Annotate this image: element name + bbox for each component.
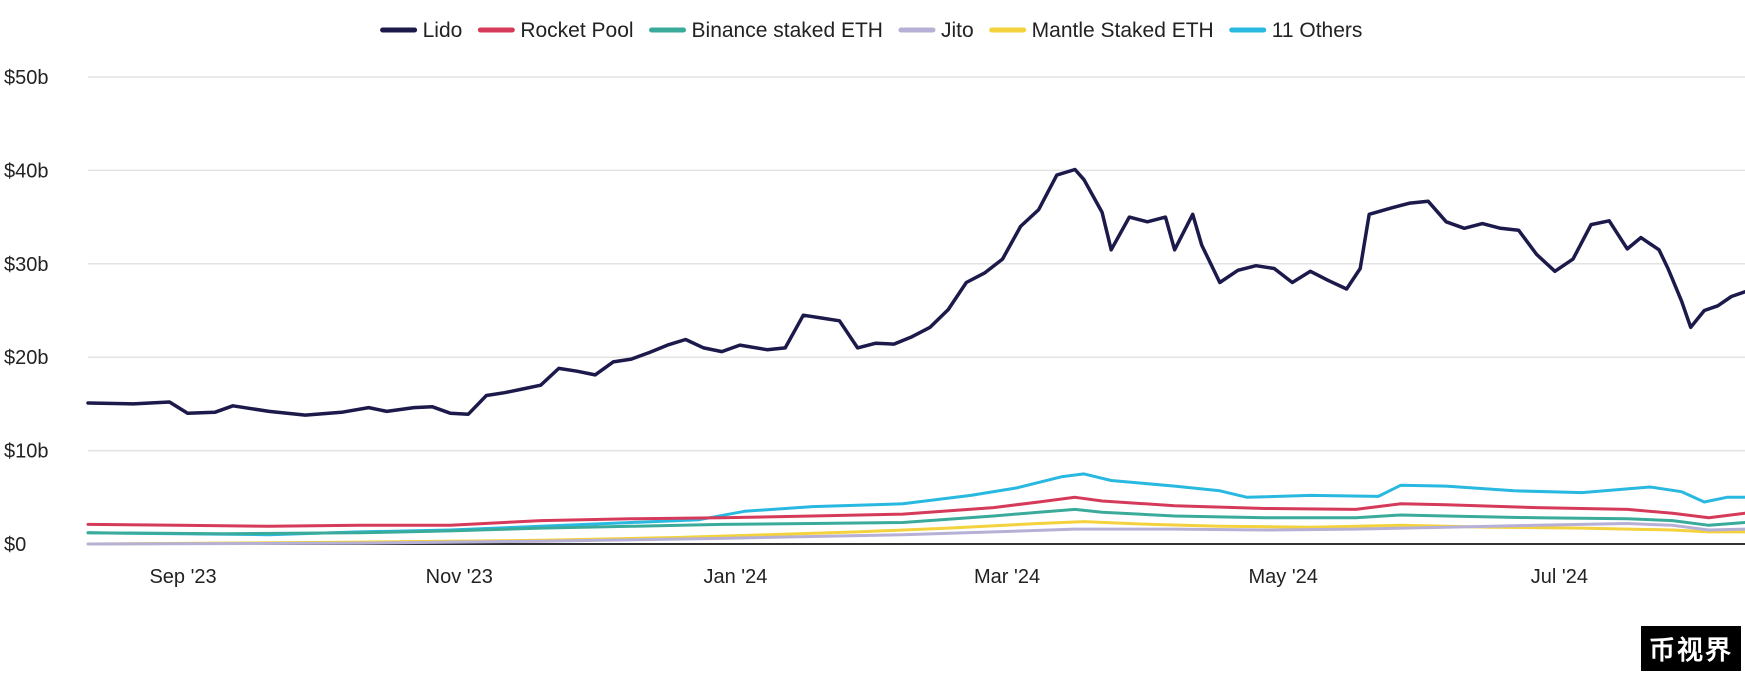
y-tick-label: $10b	[4, 441, 49, 463]
y-tick-label: $30b	[4, 254, 49, 276]
x-tick-label: Mar '24	[974, 566, 1040, 588]
legend-label: Jito	[941, 19, 974, 42]
legend-label: Binance staked ETH	[692, 19, 883, 42]
x-tick-label: Sep '23	[149, 566, 216, 588]
series-line-binance-staked-eth	[86, 507, 1745, 536]
x-tick-label: May '24	[1249, 566, 1318, 588]
grid-lines	[88, 76, 1745, 545]
series-lines	[86, 167, 1745, 546]
x-tick-label: Nov '23	[426, 566, 493, 588]
legend-label: Rocket Pool	[520, 19, 633, 42]
series-line-11-others	[86, 472, 1745, 537]
series-line-jito	[86, 522, 1745, 546]
legend: Lido Rocket Pool Binance staked ETH Jito Man…	[380, 19, 1363, 42]
watermark-logo: 币视界	[1640, 626, 1741, 671]
series-line-rocket-pool	[86, 495, 1745, 528]
series-line-lido	[86, 167, 1745, 417]
y-tick-label: $40b	[4, 160, 49, 182]
y-tick-label: $50b	[4, 67, 49, 89]
legend-label: Lido	[423, 19, 463, 42]
legend-label: 11 Others	[1272, 19, 1363, 42]
y-axis: $0 $10b $20b $30b $40b $50b	[4, 67, 49, 556]
y-tick-label: $0	[4, 534, 26, 556]
x-tick-label: Jan '24	[703, 566, 767, 588]
legend-label: Mantle Staked ETH	[1032, 19, 1214, 42]
x-tick-label: Jul '24	[1531, 566, 1588, 588]
x-axis: Sep '23 Nov '23 Jan '24 Mar '24 May '24 Jul '…	[149, 566, 1588, 588]
y-tick-label: $20b	[4, 347, 49, 369]
